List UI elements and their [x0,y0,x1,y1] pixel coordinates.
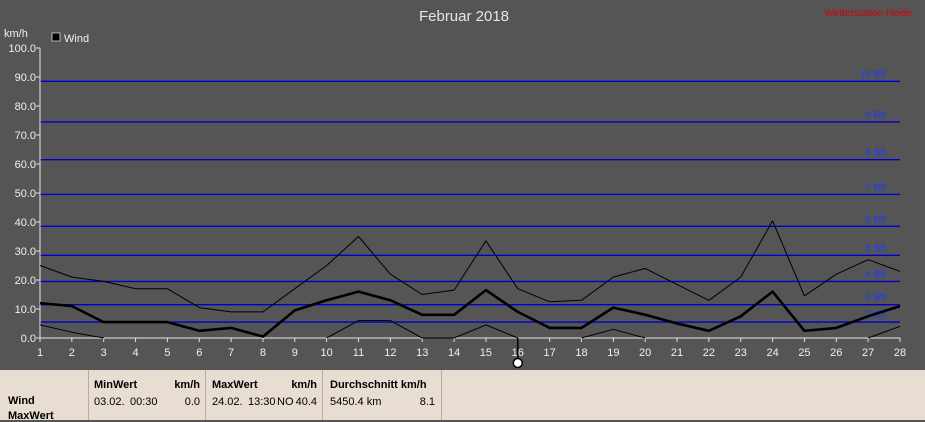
y-tick-label: 0.0 [21,333,36,345]
row-label-maxwert: MaxWert [8,410,54,422]
chart-area: Februar 2018 Wetterstation Heide km/h Wi… [4,8,912,369]
beaufort-label: 9 Bft [865,110,886,121]
beaufort-label: 6 Bft [865,214,886,225]
minwert-header: MinWert [94,379,138,391]
series-line-max [39,220,901,313]
beaufort-label: 8 Bft [865,148,886,159]
beaufort-label: 7 Bft [865,182,886,193]
x-tick-label: 11 [353,347,364,359]
minwert-time: 00:30 [130,396,158,408]
y-tick-label: 100.0 [8,43,36,55]
y-tick-label: 60.0 [15,159,36,171]
cursor-marker [512,357,524,369]
x-tick-label: 17 [544,347,556,359]
x-tick-label: 22 [703,347,715,359]
x-tick-label: 13 [416,347,428,359]
series-line-min [39,324,104,339]
beaufort-label: 3 Bft [865,293,886,304]
x-tick-label: 25 [798,347,810,359]
x-tick-label: 5 [164,347,170,359]
series-line-min [581,328,646,339]
x-tick-label: 12 [384,347,396,359]
x-tick-label: 24 [766,347,778,359]
y-tick-label: 10.0 [15,304,36,316]
x-tick-label: 14 [448,347,460,359]
x-tick-label: 10 [321,347,333,359]
x-tick-label: 21 [671,347,683,359]
beaufort-label: 2 Bft [865,310,886,321]
x-tick-label: 23 [735,347,747,359]
minwert-unit: km/h [174,379,200,391]
maxwert-unit: km/h [291,379,317,391]
durchschnitt-header: Durchschnitt km/h [330,379,427,391]
y-axis-unit: km/h [4,28,28,40]
maxwert-cell: MaxWert km/h 24.02. 13:30 NO 40.4 [206,370,323,420]
maxwert-date: 24.02. [212,396,243,408]
row-label-wind: Wind [8,395,35,407]
durchschnitt-value: 8.1 [419,396,435,408]
x-tick-label: 4 [132,347,138,359]
durchschnitt-distance: 5450.4 km [330,396,382,408]
maxwert-time: 13:30 [248,396,276,408]
y-tick-label: 80.0 [15,101,36,113]
y-tick-label: 20.0 [15,275,36,287]
minwert-value: 0.0 [184,396,200,408]
y-tick-label: 40.0 [15,217,36,229]
maxwert-direction: NO [277,396,294,408]
x-tick-label: 28 [894,347,906,359]
durchschnitt-cell: Durchschnitt km/h 5450.4 km 8.1 [323,370,442,420]
x-tick-label: 6 [196,347,202,359]
row-labels: Wind MaxWert [0,370,89,422]
series-line-min [326,320,518,339]
station-name: Wetterstation Heide [824,8,912,19]
x-tick-label: 26 [830,347,842,359]
beaufort-label: 5 Bft [865,243,886,254]
x-tick-label: 19 [607,347,619,359]
beaufort-label: 4 Bft [865,269,886,280]
y-tick-label: 30.0 [15,246,36,258]
minwert-cell: MinWert km/h 03.02. 00:30 0.0 [89,370,206,420]
x-tick-label: 1 [37,347,43,359]
series-line-min [867,325,901,339]
x-tick-label: 2 [69,347,75,359]
x-tick-label: 15 [480,347,492,359]
chart-title: Februar 2018 [419,8,509,25]
legend-label: Wind [64,33,89,45]
x-tick-label: 18 [575,347,587,359]
stats-panel: Wind MaxWert MinWert km/h 03.02. 00:30 0… [0,370,925,422]
x-tick-label: 8 [260,347,266,359]
series-line-mean [39,288,901,338]
maxwert-value: 40.4 [295,396,317,408]
maxwert-header: MaxWert [212,379,258,391]
y-tick-label: 70.0 [15,130,36,142]
legend-swatch [51,32,61,42]
y-tick-label: 50.0 [15,188,36,200]
x-tick-label: 3 [101,347,107,359]
x-tick-label: 20 [639,347,651,359]
x-tick-label: 27 [862,347,874,359]
x-tick-label: 7 [228,347,234,359]
beaufort-label: 10 Bft [860,69,886,80]
x-tick-label: 9 [292,347,298,359]
y-tick-label: 90.0 [15,72,36,84]
minwert-date: 03.02. [94,396,125,408]
